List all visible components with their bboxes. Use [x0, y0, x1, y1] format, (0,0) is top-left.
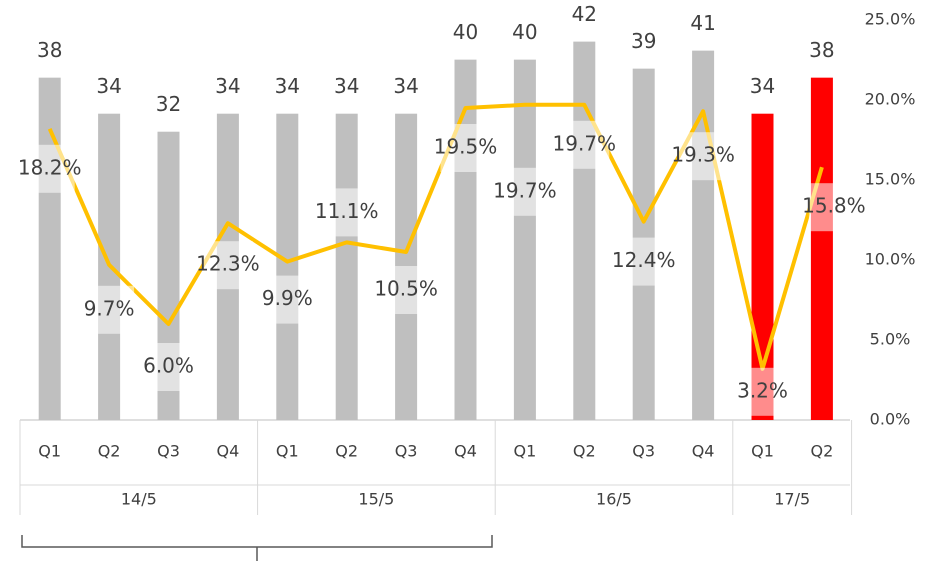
- x-tick-label: Q2: [98, 442, 121, 461]
- label-box: [202, 241, 253, 290]
- line-value-label: 19.7%: [553, 131, 617, 155]
- bar-value-label: 34: [750, 74, 775, 98]
- x-tick-label: Q4: [217, 442, 240, 461]
- label-box: [618, 237, 669, 286]
- bar-value-label: 41: [690, 11, 715, 35]
- bar-value-label: 40: [512, 20, 537, 44]
- bar: [276, 113, 299, 420]
- label-box: [499, 167, 550, 216]
- label-box: [737, 367, 788, 416]
- line-value-label: 11.1%: [315, 199, 379, 223]
- bar-value-label: 34: [215, 74, 240, 98]
- line-value-label: 12.4%: [612, 248, 676, 272]
- x-tick-label: Q3: [157, 442, 180, 461]
- label-box: [678, 132, 729, 181]
- y2-tick-label: 20.0%: [865, 90, 916, 109]
- label-box: [84, 285, 135, 334]
- x-tick-label: Q1: [276, 442, 299, 461]
- label-box: [808, 183, 859, 232]
- bar-value-label: 34: [275, 74, 300, 98]
- group-label: 17/5: [774, 490, 810, 509]
- group-label: 15/5: [358, 490, 394, 509]
- y2-tick-label: 10.0%: [865, 250, 916, 269]
- x-tick-label: Q4: [692, 442, 715, 461]
- line-value-label: 6.0%: [143, 354, 194, 378]
- bar-value-label: 34: [393, 74, 418, 98]
- bar: [573, 41, 596, 421]
- bar-value-label: 42: [572, 2, 597, 26]
- label-box: [143, 343, 194, 391]
- bar-value-label: 39: [631, 29, 656, 53]
- bar-value-label: 34: [96, 74, 121, 98]
- label-box: [381, 266, 432, 314]
- label-box: [24, 144, 75, 193]
- y2-tick-label: 0.0%: [870, 410, 911, 429]
- line-value-label: 19.3%: [671, 143, 735, 167]
- bar: [692, 50, 715, 421]
- x-tick-label: Q4: [454, 442, 477, 461]
- line-value-label: 9.7%: [84, 296, 135, 320]
- x-tick-label: Q2: [811, 442, 834, 461]
- group-label: 14/5: [121, 490, 157, 509]
- bar-value-label: 34: [334, 74, 359, 98]
- line-value-label: 18.2%: [18, 155, 82, 179]
- x-tick-label: Q3: [395, 442, 418, 461]
- line-value-label: 12.3%: [196, 252, 260, 276]
- bar-value-label: 32: [156, 92, 181, 116]
- bar-value-label: 38: [809, 38, 834, 62]
- group-label: 16/5: [596, 490, 632, 509]
- label-box: [440, 124, 491, 172]
- x-tick-label: Q1: [38, 442, 61, 461]
- y2-tick-label: 15.0%: [865, 170, 916, 189]
- y2-tick-label: 25.0%: [865, 10, 916, 29]
- bar: [810, 77, 833, 420]
- y2-tick-label: 5.0%: [870, 330, 911, 349]
- label-box: [262, 275, 313, 324]
- line: [47, 102, 824, 371]
- bracket: [21, 535, 493, 561]
- line-value-label: 3.2%: [737, 378, 788, 402]
- bar: [454, 59, 477, 420]
- line-value-label: 9.9%: [262, 286, 313, 310]
- x-tick-label: Q1: [514, 442, 537, 461]
- x-tick-label: Q2: [335, 442, 358, 461]
- x-tick-label: Q2: [573, 442, 596, 461]
- x-tick-label: Q1: [751, 442, 774, 461]
- label-box: [321, 188, 372, 237]
- line-value-label: 10.5%: [374, 277, 438, 301]
- bar: [513, 59, 536, 420]
- label-box: [559, 120, 610, 169]
- line-value-label: 19.5%: [434, 135, 498, 159]
- line-value-label: 19.7%: [493, 178, 557, 202]
- bar: [335, 113, 358, 420]
- x-tick-label: Q3: [632, 442, 655, 461]
- bar-value-label: 38: [37, 38, 62, 62]
- bar-value-label: 40: [453, 20, 478, 44]
- line-value-label: 15.8%: [802, 194, 866, 218]
